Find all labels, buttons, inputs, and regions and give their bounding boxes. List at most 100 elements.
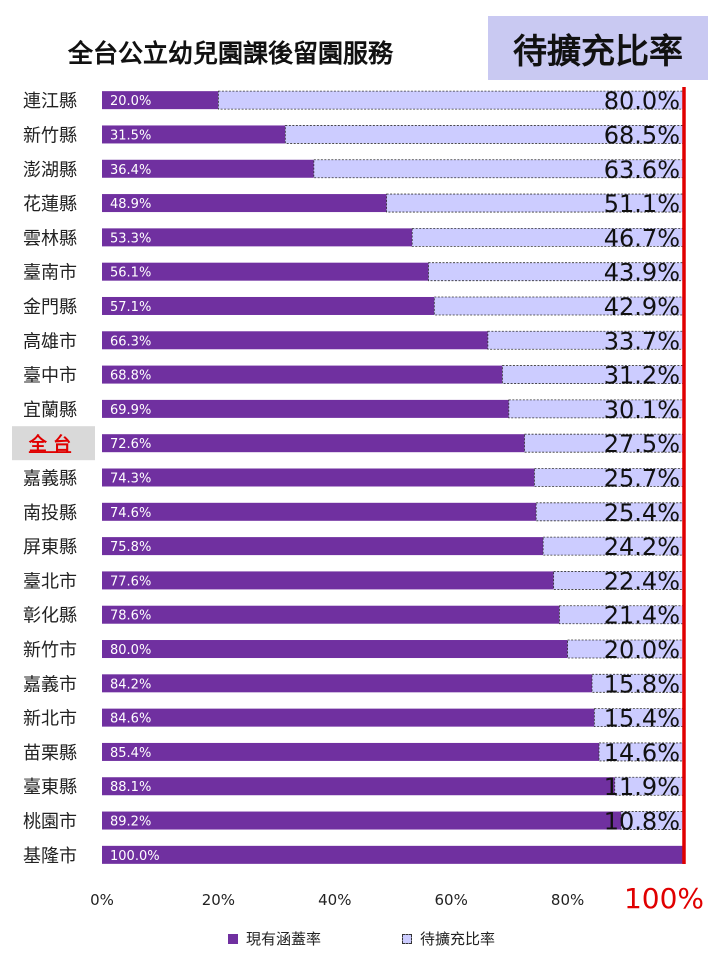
- legend-label-expansion: 待擴充比率: [420, 930, 496, 948]
- bar-expansion-label: 24.2%: [604, 533, 680, 561]
- chart-title: 全台公立幼兒園課後留園服務 待擴充比率: [0, 16, 720, 82]
- bar-coverage-label: 74.6%: [110, 506, 151, 521]
- bar-coverage-label: 36.4%: [110, 163, 151, 178]
- bar-expansion-label: 21.4%: [604, 602, 680, 630]
- x-tick-label: 100%: [624, 882, 704, 915]
- bar-expansion-label: 14.6%: [604, 739, 680, 767]
- bar-expansion-label: 22.4%: [604, 567, 680, 595]
- bar-coverage: [102, 91, 219, 110]
- category-label: 花蓮縣: [23, 194, 77, 215]
- bar-expansion-label: 25.7%: [604, 465, 680, 493]
- bar-coverage-label: 85.4%: [110, 746, 151, 761]
- bar-expansion: [535, 502, 685, 522]
- bar-expansion-label: 80.0%: [604, 87, 680, 115]
- bar-coverage-label: 77.6%: [110, 574, 151, 589]
- category-label: 臺東縣: [23, 777, 77, 798]
- bar-expansion: [542, 536, 685, 556]
- bar-coverage-label: 78.6%: [110, 609, 151, 624]
- category-label: 南投縣: [23, 503, 77, 524]
- category-label: 基隆市: [23, 846, 77, 867]
- x-tick-label: 40%: [318, 891, 351, 909]
- bar-coverage: [102, 434, 525, 453]
- category-label: 新竹市: [23, 640, 77, 661]
- bar-coverage-label: 66.3%: [110, 334, 151, 349]
- bar-expansion-label: 46.7%: [604, 224, 680, 252]
- bar-coverage: [102, 228, 413, 247]
- bar-coverage: [102, 502, 537, 521]
- bar-coverage: [102, 708, 595, 727]
- bar-coverage-label: 72.6%: [110, 437, 151, 452]
- bar-expansion-label: 25.4%: [604, 499, 680, 527]
- legend-swatch-coverage: [228, 933, 238, 944]
- bar-coverage: [102, 194, 387, 213]
- bar-expansion-label: 15.4%: [604, 705, 680, 733]
- bar-coverage-label: 69.9%: [110, 403, 151, 418]
- category-label: 雲林縣: [23, 228, 77, 249]
- category-label: 全 台: [28, 433, 71, 455]
- bar-coverage-label: 31.5%: [110, 128, 151, 143]
- bar-expansion: [487, 330, 685, 350]
- bar-coverage: [102, 742, 600, 761]
- legend-item-coverage: 現有涵蓋率: [228, 928, 321, 949]
- bar-coverage-label: 74.3%: [110, 472, 151, 487]
- bar-coverage: [102, 468, 535, 487]
- category-label: 金門縣: [23, 297, 77, 318]
- bar-expansion-label: 31.2%: [604, 362, 680, 390]
- chart-title-highlight: 待擴充比率: [488, 16, 708, 80]
- bar-coverage: [102, 640, 568, 659]
- bar-coverage: [102, 845, 684, 864]
- category-label: 屏東縣: [23, 537, 77, 558]
- bar-expansion-label: 11.9%: [604, 773, 680, 801]
- legend-swatch-expansion: [402, 933, 412, 944]
- bar-coverage: [102, 777, 615, 796]
- bar-coverage: [102, 365, 503, 384]
- bar-coverage: [102, 571, 554, 590]
- bar-expansion: [217, 90, 685, 110]
- category-label: 新北市: [23, 709, 77, 730]
- bar-expansion-label: 30.1%: [604, 396, 680, 424]
- x-tick-label: 60%: [435, 891, 468, 909]
- bar-coverage-label: 84.2%: [110, 677, 151, 692]
- category-label: 嘉義縣: [23, 469, 77, 490]
- bar-coverage-label: 48.9%: [110, 197, 151, 212]
- bar-coverage-label: 56.1%: [110, 266, 151, 281]
- bar-coverage: [102, 262, 429, 281]
- bar-coverage-label: 84.6%: [110, 712, 151, 727]
- bar-expansion-label: 43.9%: [604, 259, 680, 287]
- bar-expansion-label: 27.5%: [604, 430, 680, 458]
- chart-title-main: 全台公立幼兒園課後留園服務: [68, 39, 394, 68]
- legend-label-coverage: 現有涵蓋率: [246, 930, 322, 948]
- bar-coverage: [102, 159, 314, 178]
- bar-coverage: [102, 605, 560, 624]
- bar-expansion-label: 42.9%: [604, 293, 680, 321]
- bar-expansion-label: 68.5%: [604, 121, 680, 149]
- category-label: 臺北市: [23, 571, 77, 592]
- category-label: 連江縣: [23, 91, 77, 112]
- bar-coverage-label: 20.0%: [110, 94, 151, 109]
- bar-expansion: [508, 399, 685, 419]
- bar-coverage-label: 100.0%: [110, 849, 160, 864]
- bar-expansion-label: 51.1%: [604, 190, 680, 218]
- bar-coverage-label: 68.8%: [110, 369, 151, 384]
- bar-expansion-label: 63.6%: [604, 156, 680, 184]
- bar-expansion-label: 33.7%: [604, 327, 680, 355]
- category-label: 苗栗縣: [23, 743, 77, 764]
- category-label: 嘉義市: [23, 674, 77, 695]
- category-label: 彰化縣: [23, 606, 77, 627]
- bar-coverage: [102, 674, 593, 693]
- bar-expansion-label: 15.8%: [604, 670, 680, 698]
- bar-coverage: [102, 399, 509, 418]
- bar-coverage: [102, 331, 488, 350]
- bar-coverage: [102, 125, 286, 144]
- bar-expansion: [591, 673, 685, 693]
- bar-coverage: [102, 811, 622, 830]
- category-label: 臺中市: [23, 366, 77, 387]
- bar-coverage-label: 88.1%: [110, 780, 151, 795]
- category-label: 高雄市: [23, 331, 77, 352]
- highlight-label-bg: [12, 426, 95, 461]
- bar-coverage-label: 89.2%: [110, 815, 151, 830]
- bar-coverage: [102, 296, 435, 315]
- bar-expansion: [567, 639, 685, 659]
- bar-coverage-label: 53.3%: [110, 231, 151, 246]
